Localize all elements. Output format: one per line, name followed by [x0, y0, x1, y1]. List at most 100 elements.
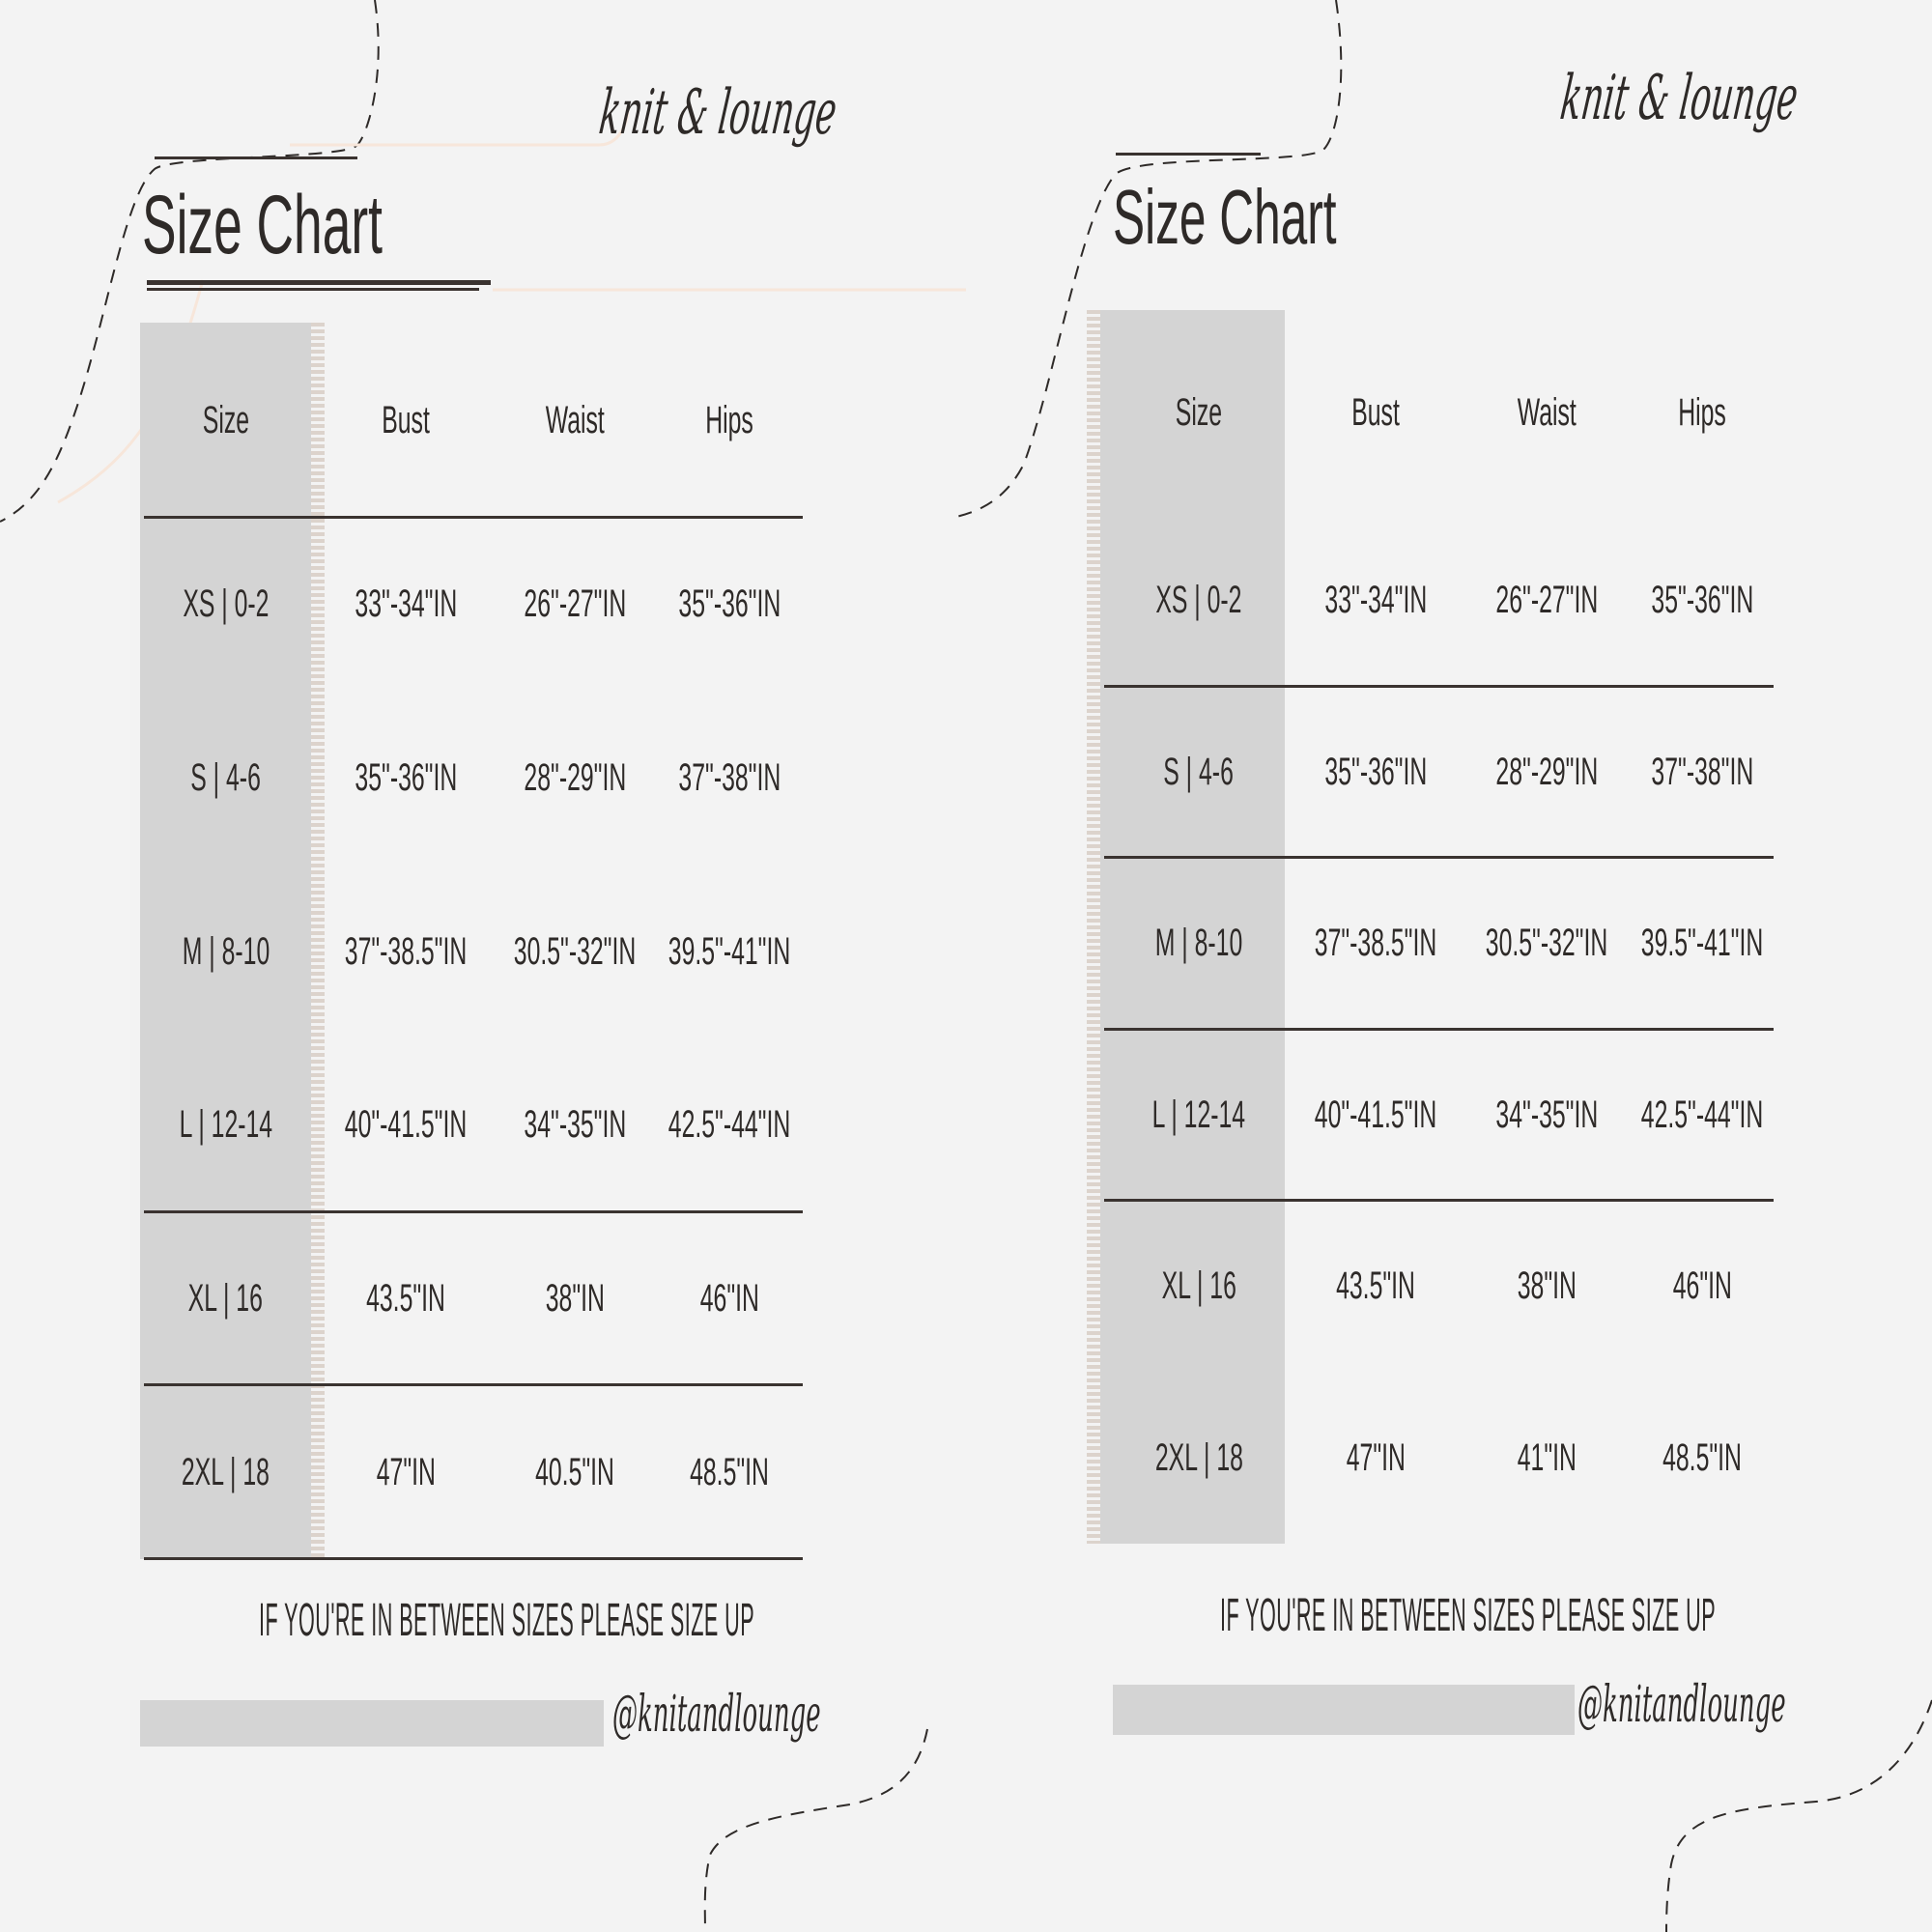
measurement-cell-text: 34"-35"IN — [1495, 1093, 1599, 1136]
row-divider — [144, 1557, 803, 1560]
measurement-cell-text: 38"IN — [545, 1276, 605, 1320]
measurement-cell: 37"-38.5"IN — [1293, 858, 1458, 1030]
brand-logo-right: knit & lounge — [1556, 63, 1802, 134]
measurement-cell: 38"IN — [488, 1212, 662, 1386]
handle-bar — [1113, 1685, 1575, 1735]
column-header-waist-text: Waist — [545, 398, 605, 441]
size-label-text: L | 12-14 — [179, 1103, 272, 1147]
column-header-waist-text: Waist — [1517, 390, 1577, 434]
measurement-cell-text: 38"IN — [1517, 1264, 1577, 1308]
measurement-cell-text: 26"-27"IN — [1495, 579, 1599, 622]
social-handle-left[interactable]: @knitandlounge — [612, 1686, 821, 1744]
column-header-hips-text: Hips — [705, 398, 753, 441]
measurement-cell-text: 30.5"-32"IN — [513, 929, 637, 973]
measurement-cell-text: 33"-34"IN — [355, 582, 457, 626]
measurement-cell: 30.5"-32"IN — [1458, 858, 1636, 1030]
measurement-cell: 42.5"-44"IN — [1627, 1030, 1777, 1202]
social-handle-right[interactable]: @knitandlounge — [1577, 1676, 1786, 1734]
measurement-cell-text: 42.5"-44"IN — [668, 1103, 791, 1147]
measurement-cell: 40"-41.5"IN — [1293, 1030, 1458, 1202]
size-label-text: S | 4-6 — [190, 755, 261, 799]
row-divider — [1104, 684, 1774, 688]
size-label-text: XL | 16 — [1161, 1264, 1236, 1308]
measurement-cell: 46"IN — [652, 1212, 807, 1386]
size-label: 2XL | 18 — [1113, 1373, 1285, 1545]
measurement-cell-text: 47"IN — [1346, 1435, 1406, 1479]
column-header-size-text: Size — [202, 398, 249, 441]
measurement-cell: 34"-35"IN — [1458, 1030, 1636, 1202]
column-header-bust-text: Bust — [382, 398, 430, 441]
measurement-cell-text: 28"-29"IN — [524, 755, 626, 799]
measurement-cell-text: 42.5"-44"IN — [1640, 1093, 1764, 1136]
measurement-cell: 40.5"IN — [488, 1385, 662, 1559]
divider — [155, 156, 357, 159]
size-up-note-right: IF YOU'RE IN BETWEEN SIZES PLEASE SIZE U… — [1220, 1590, 1717, 1641]
title-underline — [147, 288, 479, 291]
column-header-bust-text: Bust — [1351, 390, 1400, 434]
measurement-cell: 39.5"-41"IN — [1627, 858, 1777, 1030]
measurement-cell-text: 40.5"IN — [535, 1450, 614, 1493]
size-label-text: M | 8-10 — [1154, 922, 1243, 965]
size-label: XS | 0-2 — [140, 518, 311, 692]
measurement-cell: 48.5"IN — [652, 1385, 807, 1559]
column-header-hips-text: Hips — [1678, 390, 1726, 434]
measurement-cell-text: 37"-38.5"IN — [1314, 922, 1437, 965]
row-divider — [144, 516, 803, 519]
divider — [1116, 153, 1261, 156]
measurement-cell: 47"IN — [324, 1385, 488, 1559]
page-title-right: Size Chart — [1113, 174, 1337, 260]
column-header-hips: Hips — [652, 323, 807, 518]
title-underline — [147, 280, 491, 285]
size-label: M | 8-10 — [140, 865, 311, 1038]
measurement-cell: 26"-27"IN — [488, 518, 662, 692]
row-divider — [144, 1383, 803, 1387]
measurement-cell: 33"-34"IN — [1293, 515, 1458, 687]
measurement-cell-text: 34"-35"IN — [524, 1103, 626, 1147]
measurement-cell-text: 39.5"-41"IN — [1640, 922, 1764, 965]
measurement-cell: 37"-38"IN — [652, 692, 807, 866]
measurement-cell: 28"-29"IN — [488, 692, 662, 866]
column-header-size: Size — [1113, 310, 1285, 515]
measurement-cell-text: 40"-41.5"IN — [344, 1103, 468, 1147]
measurement-cell: 37"-38.5"IN — [324, 865, 488, 1038]
measurement-cell-text: 46"IN — [1672, 1264, 1732, 1308]
measurement-cell: 42.5"-44"IN — [652, 1038, 807, 1212]
measurement-cell: 43.5"IN — [324, 1212, 488, 1386]
size-label: L | 12-14 — [1113, 1030, 1285, 1202]
measurement-cell: 35"-36"IN — [652, 518, 807, 692]
measurement-cell: 43.5"IN — [1293, 1201, 1458, 1373]
measurement-cell: 48.5"IN — [1627, 1373, 1777, 1545]
size-column-background — [1100, 310, 1285, 1544]
size-label: XS | 0-2 — [1113, 515, 1285, 687]
measurement-cell-text: 41"IN — [1517, 1435, 1577, 1479]
measurement-cell-text: 30.5"-32"IN — [1486, 922, 1608, 965]
measurement-cell: 38"IN — [1458, 1201, 1636, 1373]
size-table-left: Size Bust Waist Hips XS | 0-2 33"-34"IN 26"-27… — [140, 323, 807, 1560]
size-label-text: 2XL | 18 — [181, 1450, 270, 1493]
measurement-cell-text: 26"-27"IN — [524, 582, 626, 626]
measurement-cell-text: 48.5"IN — [690, 1450, 769, 1493]
measurement-cell-text: 37"-38"IN — [678, 755, 781, 799]
size-table-right: Size Bust Waist Hips XS | 0-2 33"-34"IN 26"-27… — [1087, 310, 1777, 1545]
size-label: S | 4-6 — [1113, 687, 1285, 859]
measurement-cell-text: 39.5"-41"IN — [668, 929, 791, 973]
size-label: 2XL | 18 — [140, 1385, 311, 1559]
measurement-cell: 34"-35"IN — [488, 1038, 662, 1212]
measurement-cell-text: 43.5"IN — [366, 1276, 445, 1320]
measurement-cell: 26"-27"IN — [1458, 515, 1636, 687]
measurement-cell-text: 35"-36"IN — [355, 755, 457, 799]
measurement-cell: 35"-36"IN — [324, 692, 488, 866]
row-divider — [1104, 856, 1774, 859]
measurement-cell-text: 35"-36"IN — [678, 582, 781, 626]
handle-bar — [140, 1700, 604, 1747]
size-label-text: XS | 0-2 — [1155, 579, 1242, 622]
column-header-size: Size — [140, 323, 311, 518]
size-label-text: L | 12-14 — [1151, 1093, 1246, 1136]
measurement-cell: 30.5"-32"IN — [488, 865, 662, 1038]
size-label: L | 12-14 — [140, 1038, 311, 1212]
measurement-cell: 35"-36"IN — [1293, 687, 1458, 859]
size-label-text: 2XL | 18 — [1154, 1435, 1243, 1479]
measurement-cell: 33"-34"IN — [324, 518, 488, 692]
measurement-cell-text: 43.5"IN — [1336, 1264, 1415, 1308]
measurement-cell-text: 28"-29"IN — [1495, 750, 1599, 793]
